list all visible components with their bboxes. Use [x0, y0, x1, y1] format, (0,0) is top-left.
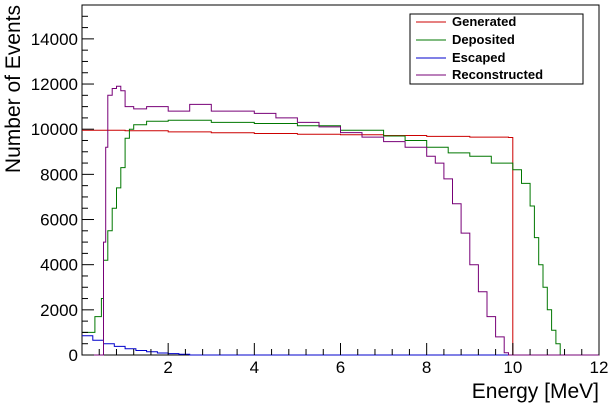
x-tick-label: 4: [250, 358, 259, 377]
y-tick-label: 2000: [40, 301, 78, 320]
series-line-reconstructed: [82, 85, 599, 356]
x-axis-title: Energy [MeV]: [472, 380, 599, 403]
legend-label-generated: Generated: [452, 14, 516, 29]
x-tick-label: 12: [590, 358, 609, 377]
y-tick-label: 8000: [40, 165, 78, 184]
x-tick-label: 6: [336, 358, 345, 377]
legend-label-deposited: Deposited: [452, 32, 515, 47]
series-line-generated: [82, 129, 599, 356]
y-tick-label: 6000: [40, 211, 78, 230]
y-tick-label: 10000: [31, 120, 78, 139]
legend-label-reconstructed: Reconstructed: [452, 67, 543, 82]
legend-label-escaped: Escaped: [452, 50, 506, 65]
y-axis-title: Number of Events: [2, 5, 25, 173]
y-tick-label: 12000: [31, 75, 78, 94]
y-tick-label: 0: [69, 346, 78, 365]
y-tick-label: 14000: [31, 30, 78, 49]
series-line-deposited: [82, 119, 599, 356]
legend: Generated Deposited Escaped Reconstructe…: [409, 13, 584, 85]
x-tick-label: 8: [422, 358, 431, 377]
x-tick-label: 10: [503, 358, 522, 377]
y-tick-label: 4000: [40, 256, 78, 275]
legend-box: [409, 13, 584, 85]
x-tick-label: 2: [163, 358, 172, 377]
